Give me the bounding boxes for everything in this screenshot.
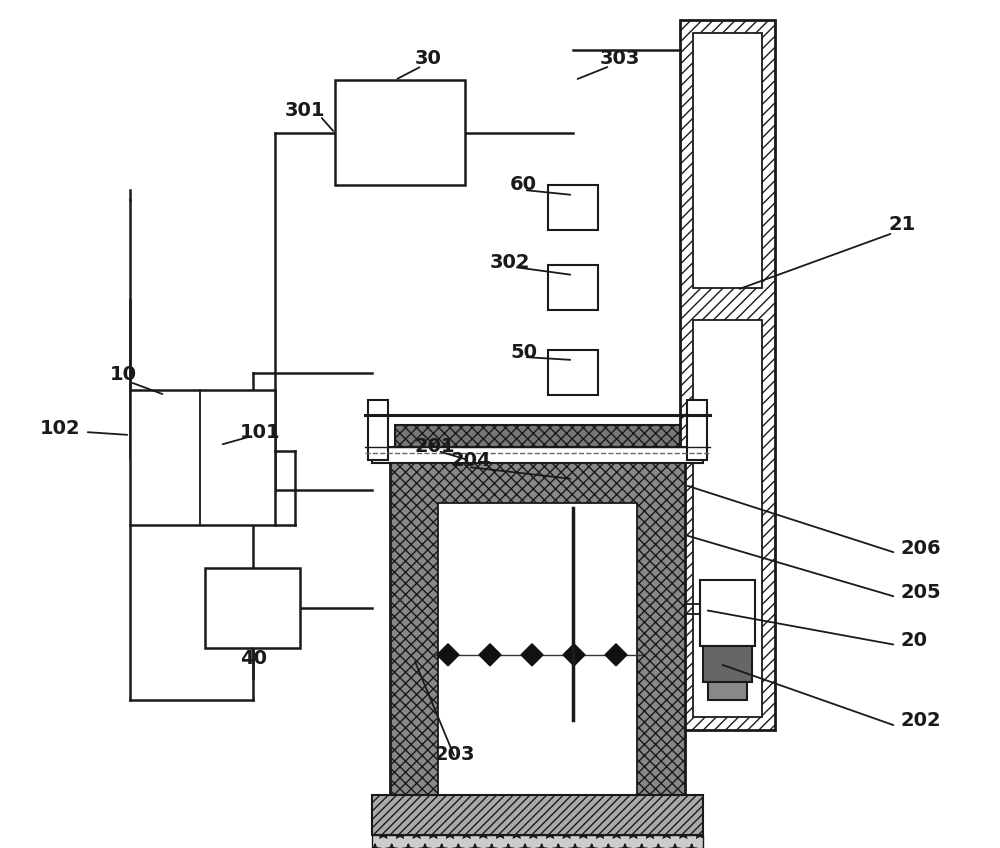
- Bar: [703, 646, 752, 682]
- Text: 102: 102: [40, 419, 81, 438]
- Text: 301: 301: [285, 101, 326, 120]
- Bar: [708, 682, 747, 700]
- Bar: [438, 503, 637, 795]
- Text: 101: 101: [240, 422, 281, 442]
- Text: 303: 303: [600, 48, 640, 68]
- Polygon shape: [563, 644, 585, 666]
- Polygon shape: [521, 644, 543, 666]
- Bar: [700, 580, 755, 646]
- Text: 205: 205: [900, 583, 941, 601]
- Bar: [693, 33, 762, 288]
- Text: 60: 60: [510, 176, 537, 194]
- Text: 40: 40: [240, 649, 267, 667]
- Bar: [680, 20, 775, 730]
- Bar: [368, 400, 388, 460]
- Text: 21: 21: [888, 215, 915, 235]
- Polygon shape: [437, 644, 459, 666]
- Polygon shape: [479, 644, 501, 666]
- Polygon shape: [605, 644, 627, 666]
- Bar: [548, 265, 598, 310]
- Text: 202: 202: [900, 711, 941, 729]
- Text: 20: 20: [900, 631, 927, 650]
- Bar: [548, 185, 598, 230]
- Bar: [687, 400, 707, 460]
- Bar: [390, 455, 685, 795]
- Text: 10: 10: [110, 365, 137, 384]
- Text: 30: 30: [415, 48, 442, 68]
- Bar: [372, 447, 703, 463]
- Bar: [693, 320, 762, 717]
- Text: 204: 204: [450, 450, 491, 470]
- Bar: [205, 568, 300, 648]
- Bar: [548, 350, 598, 395]
- Text: 206: 206: [900, 538, 941, 557]
- Text: 203: 203: [435, 745, 476, 765]
- Bar: [372, 835, 703, 848]
- Text: 302: 302: [490, 253, 530, 271]
- Bar: [335, 80, 465, 185]
- Text: 201: 201: [415, 438, 456, 456]
- Bar: [395, 425, 680, 455]
- Text: 50: 50: [510, 343, 537, 362]
- Bar: [372, 795, 703, 835]
- Bar: [130, 390, 275, 525]
